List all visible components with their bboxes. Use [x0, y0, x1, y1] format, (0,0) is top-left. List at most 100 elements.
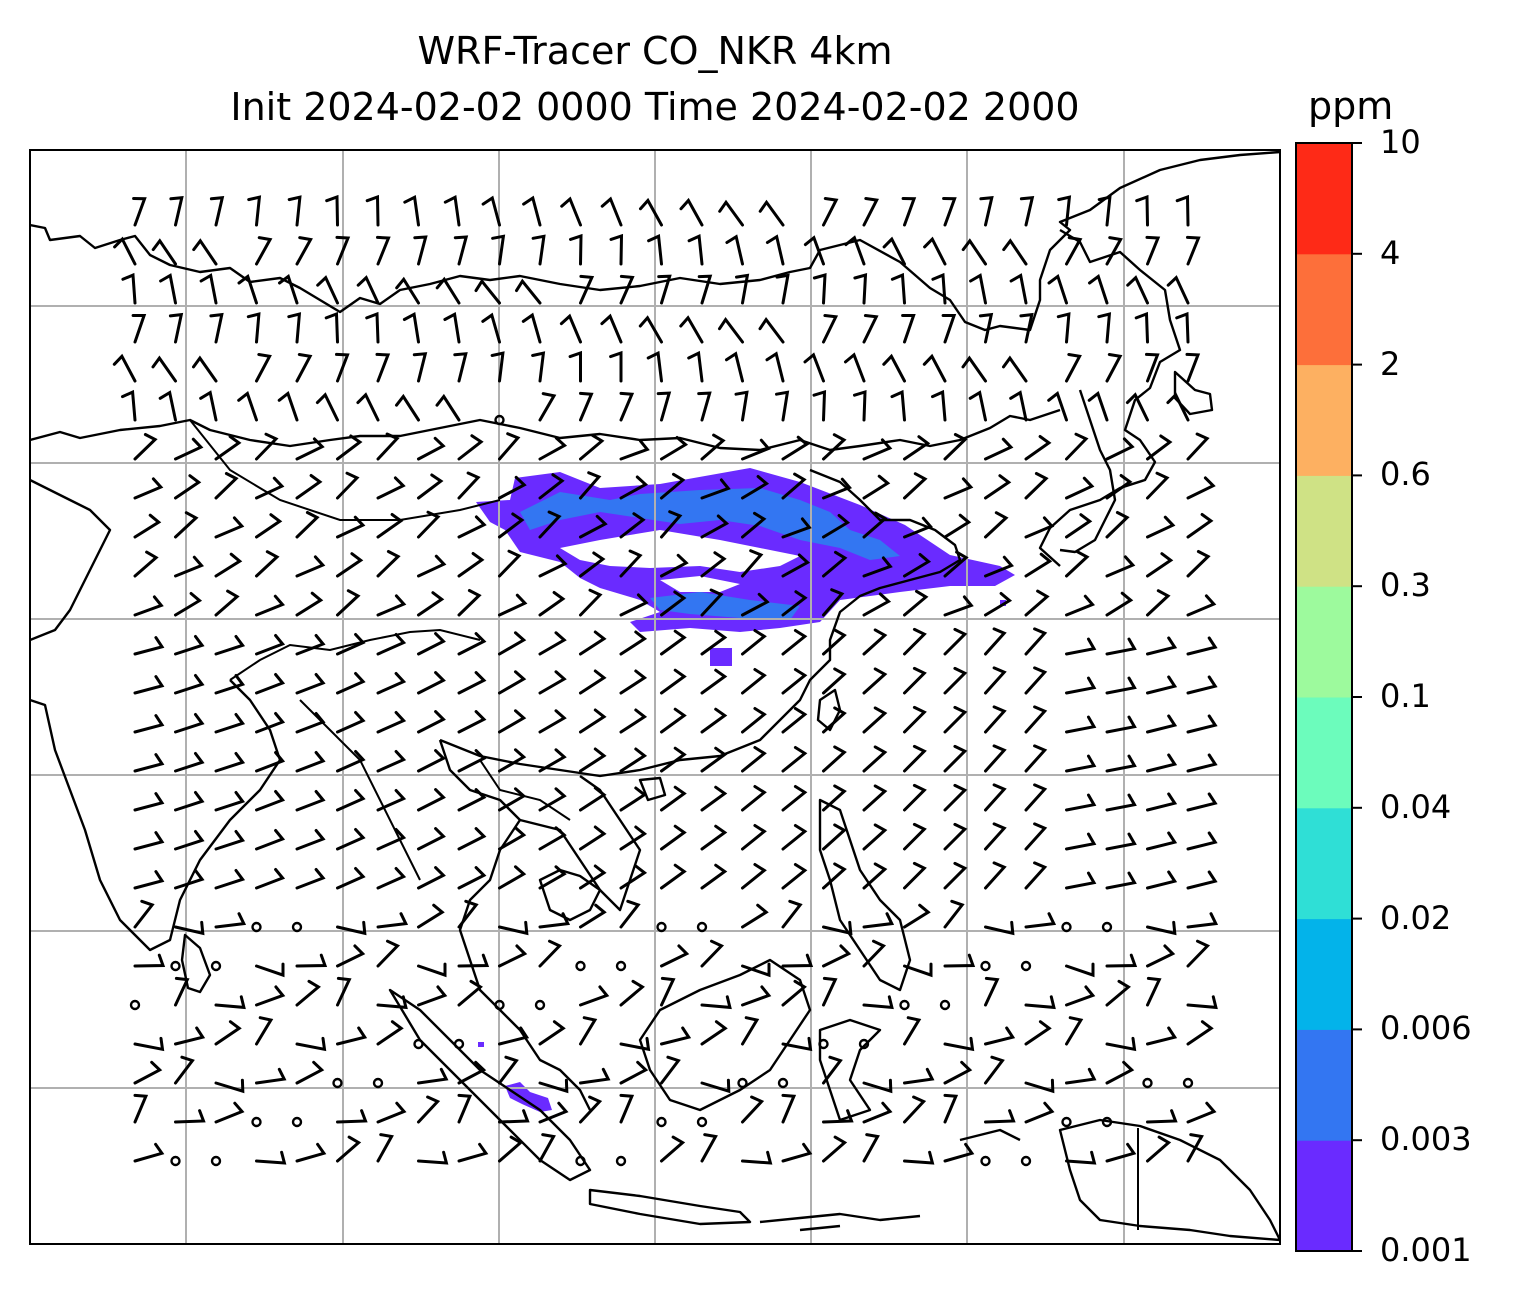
- calm-wind-marker: [696, 1116, 708, 1128]
- wind-barb: [984, 744, 1007, 773]
- wind-barb: [376, 939, 401, 968]
- wind-barb: [758, 317, 785, 344]
- wind-barb: [579, 274, 595, 305]
- colorbar-segment: [1296, 253, 1352, 366]
- wind-barb: [481, 195, 501, 227]
- wind-barb: [295, 474, 323, 500]
- wind-barb: [214, 830, 246, 851]
- wind-barb: [741, 1016, 760, 1046]
- wind-barb: [1024, 705, 1048, 734]
- wind-barb: [538, 510, 562, 539]
- colorbar-segment: [1296, 697, 1352, 809]
- wind-barb: [295, 591, 324, 617]
- calm-wind-marker: [615, 1155, 627, 1167]
- wind-barb: [862, 474, 891, 500]
- wind-barb: [660, 976, 676, 1007]
- wind-barb: [903, 589, 929, 617]
- wind-barb: [1186, 753, 1218, 773]
- country-borders: [189, 419, 1139, 1230]
- wind-barb: [862, 706, 888, 734]
- wind-barb: [781, 863, 808, 890]
- wind-barb: [1065, 236, 1083, 266]
- wind-barb: [822, 667, 847, 695]
- wind-barb: [903, 783, 927, 812]
- wind-barb: [943, 705, 968, 734]
- wind-barb: [1024, 472, 1049, 500]
- wind-barb: [336, 920, 367, 936]
- wind-barb: [133, 953, 166, 968]
- wind-barb: [984, 437, 1014, 461]
- wind-barb: [376, 594, 407, 617]
- wind-barb: [822, 976, 838, 1007]
- wind-barb: [376, 235, 391, 266]
- wind-barb: [862, 1101, 893, 1124]
- wind-barb: [1056, 312, 1071, 344]
- wind-barb: [609, 233, 624, 266]
- wind-barb: [417, 436, 446, 461]
- wind-barb: [984, 822, 1007, 851]
- wind-barb: [1166, 275, 1190, 305]
- wind-barb: [457, 589, 482, 617]
- calm-wind-marker: [1020, 960, 1032, 972]
- wind-barb: [457, 899, 479, 929]
- wind-barb: [417, 985, 448, 1007]
- calm-wind-marker: [939, 999, 951, 1011]
- wind-barb: [457, 552, 485, 578]
- wind-barb: [781, 668, 808, 695]
- coastline-north-asia: [30, 150, 1280, 332]
- wind-barb: [943, 822, 968, 851]
- wind-barb: [192, 355, 218, 383]
- wind-barb: [943, 1142, 975, 1163]
- calm-wind-marker: [534, 999, 546, 1011]
- wind-barb: [133, 870, 165, 890]
- wind-barb: [174, 511, 199, 539]
- wind-barb: [1166, 392, 1190, 422]
- wind-barb: [984, 861, 1007, 890]
- wind-barb: [862, 438, 893, 461]
- wind-barb: [822, 588, 845, 617]
- wind-barb: [931, 272, 947, 305]
- wind-barb: [579, 708, 607, 734]
- wind-barb: [498, 475, 527, 500]
- wind-barb: [538, 787, 567, 812]
- wind-barb: [413, 235, 428, 266]
- wind-barb: [1105, 637, 1137, 656]
- wind-barb: [174, 976, 190, 1007]
- wind-barb: [1105, 474, 1133, 500]
- wind-barb: [132, 197, 147, 227]
- wind-barb: [214, 713, 246, 734]
- wind-barb: [214, 1020, 242, 1046]
- wind-barb: [619, 512, 646, 539]
- tracer-plume: [476, 468, 1015, 1112]
- wind-barb: [1186, 870, 1218, 890]
- wind-barb: [151, 355, 177, 383]
- wind-barb: [1065, 715, 1097, 734]
- colorbar-segment: [1296, 143, 1352, 255]
- wind-barb: [781, 824, 808, 851]
- wind-barb: [943, 550, 969, 578]
- wind-barb: [174, 869, 205, 890]
- wind-barb: [1186, 939, 1211, 968]
- wind-barb: [781, 1142, 813, 1163]
- wind-barb: [481, 312, 501, 344]
- wind-barb: [295, 712, 326, 734]
- wind-barb: [356, 275, 380, 305]
- wind-barb: [579, 985, 610, 1007]
- wind-barb: [700, 1133, 718, 1163]
- wind-barb: [336, 750, 366, 773]
- wind-barb: [1134, 311, 1149, 344]
- wind-barb: [1065, 637, 1097, 656]
- colorbar-segment: [1296, 475, 1352, 587]
- wind-barb: [336, 976, 352, 1007]
- wind-barb: [417, 788, 446, 812]
- wind-barb: [660, 863, 687, 890]
- wind-barb: [457, 953, 490, 968]
- wind-barb: [457, 1142, 489, 1163]
- wind-barb: [174, 752, 205, 773]
- wind-barb: [491, 234, 506, 266]
- wind-barb: [700, 746, 728, 773]
- wind-barb: [538, 939, 563, 968]
- wind-barb: [538, 631, 567, 656]
- wind-barb: [336, 789, 366, 812]
- wind-barb: [376, 550, 401, 578]
